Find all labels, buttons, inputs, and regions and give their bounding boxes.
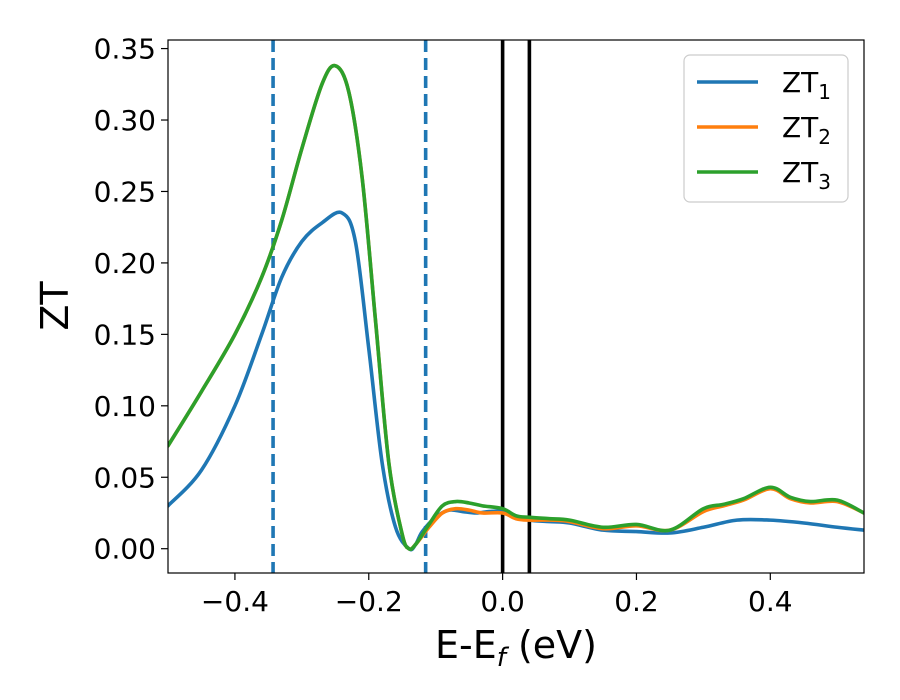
legend-label-zt2: ZT2: [782, 111, 831, 149]
series-line-zt3: [168, 63, 864, 552]
x-tick-label: 0.4: [748, 585, 793, 618]
y-tick-label: 0.20: [94, 247, 156, 280]
x-axis-label-unit: (eV): [506, 623, 597, 667]
y-tick-label: 0.05: [94, 461, 156, 494]
x-tick-label: 0.2: [614, 585, 659, 618]
y-axis-label: ZT: [33, 281, 77, 331]
legend-label-zt3: ZT3: [782, 156, 831, 194]
x-tick-label: 0.0: [480, 585, 525, 618]
y-tick-label: 0.00: [94, 533, 156, 566]
x-axis-label: E-Ef (eV): [435, 623, 597, 673]
y-tick-label: 0.10: [94, 390, 156, 423]
legend-label-zt1: ZT1: [782, 66, 831, 104]
legend: ZT1 ZT2 ZT3: [683, 54, 849, 203]
y-tick-label: 0.35: [94, 33, 156, 66]
x-axis-label-main: E-E: [435, 623, 497, 667]
legend-box: [683, 54, 849, 203]
plot-frame: [167, 39, 865, 574]
x-tick-label: −0.2: [335, 585, 403, 618]
x-tick-label: −0.4: [201, 585, 269, 618]
y-tick-label: 0.15: [94, 318, 156, 351]
y-tick-label: 0.30: [94, 104, 156, 137]
y-tick-label: 0.25: [94, 175, 156, 208]
